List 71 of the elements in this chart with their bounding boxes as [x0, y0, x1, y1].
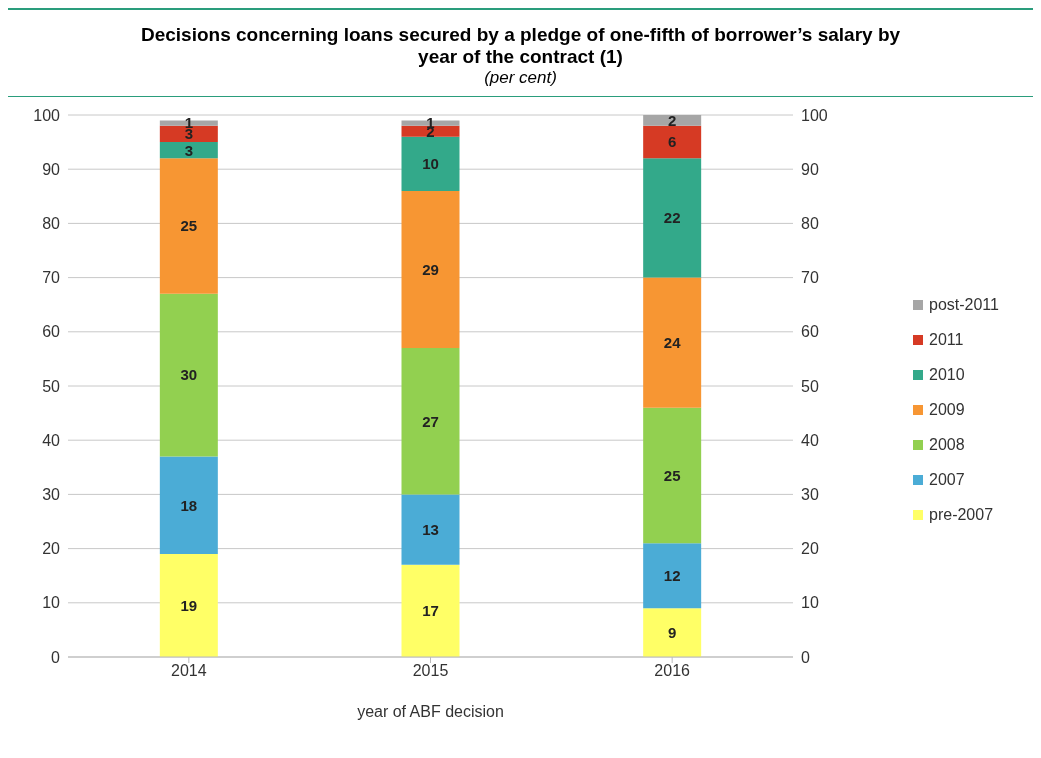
- y2-tick-label: 80: [801, 215, 819, 233]
- y-tick-label: 10: [42, 594, 61, 612]
- bar: [401, 494, 460, 565]
- data-label: 24: [663, 333, 682, 351]
- y2-tick-label: 90: [801, 160, 819, 178]
- legend-label: 2008: [929, 435, 965, 454]
- chart-subtitle: (per cent): [483, 68, 558, 88]
- data-label: 17: [422, 602, 439, 620]
- y-tick-label: 80: [42, 215, 61, 233]
- bar: [643, 125, 702, 159]
- legend-label: 2010: [929, 365, 965, 384]
- bar: [159, 120, 218, 126]
- data-label: 22: [663, 209, 681, 227]
- bar: [159, 158, 218, 294]
- bar: [159, 142, 218, 159]
- y2-tick-label: 10: [801, 594, 819, 612]
- data-label: 18: [180, 496, 198, 514]
- data-label: 6: [667, 133, 677, 151]
- y-tick-label: 0: [51, 648, 61, 666]
- bar: [401, 348, 460, 495]
- y2-tick-label: 50: [801, 377, 819, 395]
- legend-label: 2011: [929, 330, 964, 349]
- bar: [401, 120, 460, 126]
- data-label: 25: [663, 466, 681, 484]
- legend-label: 2009: [929, 400, 965, 419]
- y-tick-label: 40: [42, 431, 61, 449]
- bar: [643, 407, 702, 544]
- bar: [401, 190, 460, 349]
- data-label: 3: [184, 141, 194, 159]
- bar: [643, 277, 702, 408]
- bar: [643, 608, 702, 657]
- y2-tick-label: 100: [801, 106, 828, 124]
- data-label: 2: [667, 111, 677, 129]
- x-tick-label: 2014: [171, 662, 207, 680]
- bar: [643, 115, 702, 126]
- bar: [159, 456, 218, 555]
- data-label: 12: [663, 567, 681, 585]
- bar: [643, 543, 702, 609]
- chart-title: Decisions concerning loans secured by a pledge of one-fifth of borrower’s salary by year of the contract (1): [139, 23, 902, 68]
- y-tick-label: 100: [33, 106, 61, 124]
- y2-tick-label: 60: [801, 323, 819, 341]
- data-label: 19: [180, 596, 198, 614]
- y2-tick-label: 0: [801, 648, 810, 666]
- y-tick-label: 90: [42, 160, 61, 178]
- bar: [643, 158, 702, 278]
- data-label: 25: [180, 217, 198, 235]
- y2-tick-label: 20: [801, 540, 819, 558]
- legend-label: 2007: [929, 470, 965, 489]
- y2-tick-label: 70: [801, 269, 819, 287]
- data-label: 27: [422, 412, 439, 430]
- y-tick-label: 60: [42, 323, 61, 341]
- x-tick-label: 2016: [654, 662, 691, 680]
- y-tick-label: 30: [42, 486, 61, 504]
- legend-label: pre-2007: [929, 505, 994, 524]
- y2-tick-label: 40: [801, 431, 819, 449]
- x-tick-label: 2015: [412, 662, 449, 680]
- bar: [159, 554, 218, 657]
- data-label: 29: [422, 260, 439, 278]
- legend-label: post-2011: [929, 295, 999, 314]
- y-tick-label: 20: [42, 540, 61, 558]
- bar: [401, 564, 460, 657]
- data-label: 13: [422, 520, 439, 538]
- data-label: 30: [180, 366, 198, 384]
- data-label: 9: [667, 623, 677, 641]
- y2-tick-label: 30: [801, 486, 819, 504]
- bar: [159, 293, 218, 457]
- data-label: 10: [422, 155, 439, 173]
- y-tick-label: 70: [42, 269, 61, 287]
- bar: [401, 136, 460, 191]
- x-axis-title: year of ABF decision: [357, 703, 504, 720]
- y-tick-label: 50: [42, 377, 61, 395]
